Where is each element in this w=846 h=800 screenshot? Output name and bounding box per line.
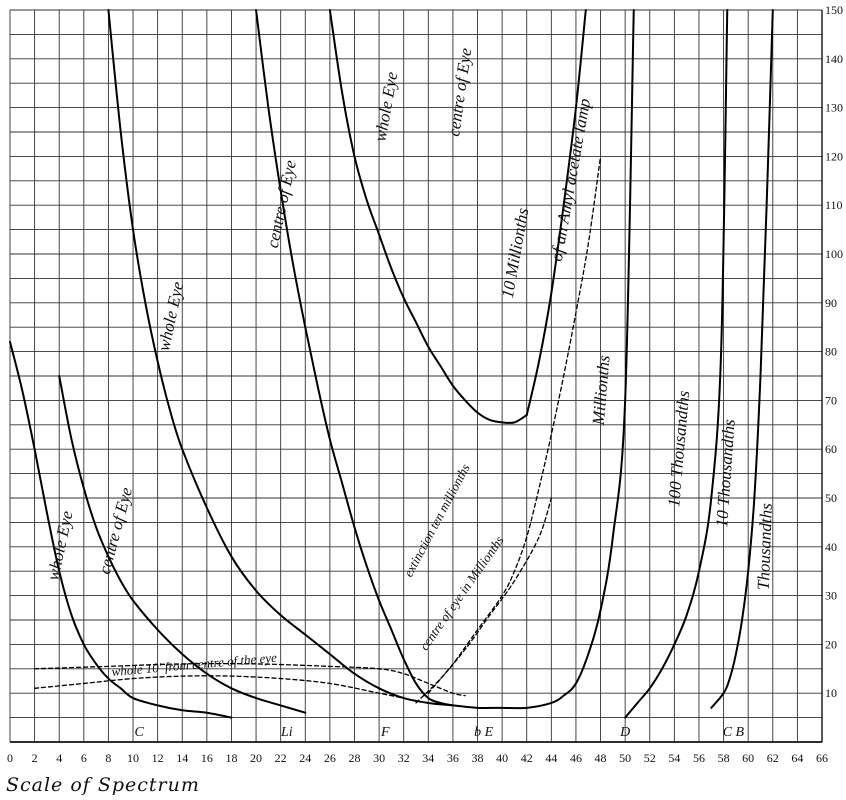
- curve-label: centre of Eye: [444, 46, 475, 137]
- x-tick-label: 56: [693, 751, 705, 765]
- spectral-line-label: D: [619, 725, 630, 740]
- x-tick-label: 6: [81, 751, 87, 765]
- x-tick-label: 38: [472, 751, 484, 765]
- x-tick-label: 40: [496, 751, 508, 765]
- y-tick-label: 110: [825, 198, 843, 212]
- y-tick-label: 10: [825, 686, 837, 700]
- curve-label: 10 Millionths: [498, 206, 533, 299]
- series-curve: [108, 10, 633, 708]
- x-tick-label: 22: [275, 751, 287, 765]
- x-tick-label: 60: [742, 751, 754, 765]
- y-tick-label: 40: [825, 540, 837, 554]
- curve-label: centre of Eye: [95, 485, 137, 576]
- curve-label: centre of Eye: [263, 158, 300, 249]
- y-tick-label: 20: [825, 637, 837, 651]
- series-curve: [625, 10, 727, 718]
- spectral-line-label: F: [380, 725, 390, 740]
- curve-label: 100 Thousandths: [664, 389, 693, 507]
- series-curve: [35, 676, 404, 698]
- spectral-line-label: C B: [723, 725, 745, 740]
- x-tick-label: 18: [225, 751, 237, 765]
- y-tick-label: 60: [825, 442, 837, 456]
- y-tick-label: 140: [825, 52, 843, 66]
- x-tick-label: 8: [105, 751, 111, 765]
- x-tick-label: 34: [422, 751, 434, 765]
- x-tick-label: 46: [570, 751, 582, 765]
- x-tick-label: 30: [373, 751, 385, 765]
- x-tick-label: 42: [521, 751, 533, 765]
- spectral-line-label: Li: [280, 725, 293, 740]
- curve-label: Millionths: [589, 354, 614, 427]
- x-tick-label: 44: [545, 751, 557, 765]
- x-axis-title: Scale of Spectrum: [6, 774, 200, 796]
- x-tick-label: 36: [447, 751, 459, 765]
- y-tick-label: 90: [825, 296, 837, 310]
- x-tick-label: 20: [250, 751, 262, 765]
- spectral-line-label: C: [135, 725, 145, 740]
- y-tick-label: 80: [825, 345, 837, 359]
- x-tick-label: 10: [127, 751, 139, 765]
- x-tick-label: 62: [767, 751, 779, 765]
- curve-label: whole 10' from centre of the eye: [111, 650, 278, 679]
- spectral-line-label: b E: [474, 725, 494, 740]
- x-tick-label: 64: [791, 751, 803, 765]
- y-tick-label: 70: [825, 393, 837, 407]
- x-tick-label: 24: [299, 751, 311, 765]
- curve-label: extinction ten millionths: [401, 461, 473, 579]
- curve-label: Thousandths: [754, 502, 776, 590]
- x-tick-label: 14: [176, 751, 188, 765]
- y-tick-label: 100: [825, 247, 843, 261]
- y-tick-label: 120: [825, 149, 843, 163]
- x-tick-label: 2: [32, 751, 38, 765]
- curve-label: centre of eye in Millionths: [416, 533, 506, 653]
- x-tick-label: 16: [201, 751, 213, 765]
- x-tick-label: 28: [348, 751, 360, 765]
- x-tick-label: 50: [619, 751, 631, 765]
- x-tick-label: 52: [644, 751, 656, 765]
- x-tick-label: 26: [324, 751, 336, 765]
- y-tick-label: 150: [825, 3, 843, 17]
- y-tick-label: 30: [825, 589, 837, 603]
- y-tick-label: 130: [825, 101, 843, 115]
- x-tick-label: 0: [7, 751, 13, 765]
- x-tick-label: 66: [816, 751, 828, 765]
- x-tick-label: 54: [668, 751, 680, 765]
- curve-label: of an Amyl acetate lamp: [547, 97, 594, 263]
- x-tick-label: 32: [398, 751, 410, 765]
- x-tick-label: 4: [56, 751, 62, 765]
- y-tick-label: 50: [825, 491, 837, 505]
- x-tick-label: 48: [595, 751, 607, 765]
- x-tick-label: 12: [152, 751, 164, 765]
- x-tick-label: 58: [718, 751, 730, 765]
- grid: [10, 10, 822, 742]
